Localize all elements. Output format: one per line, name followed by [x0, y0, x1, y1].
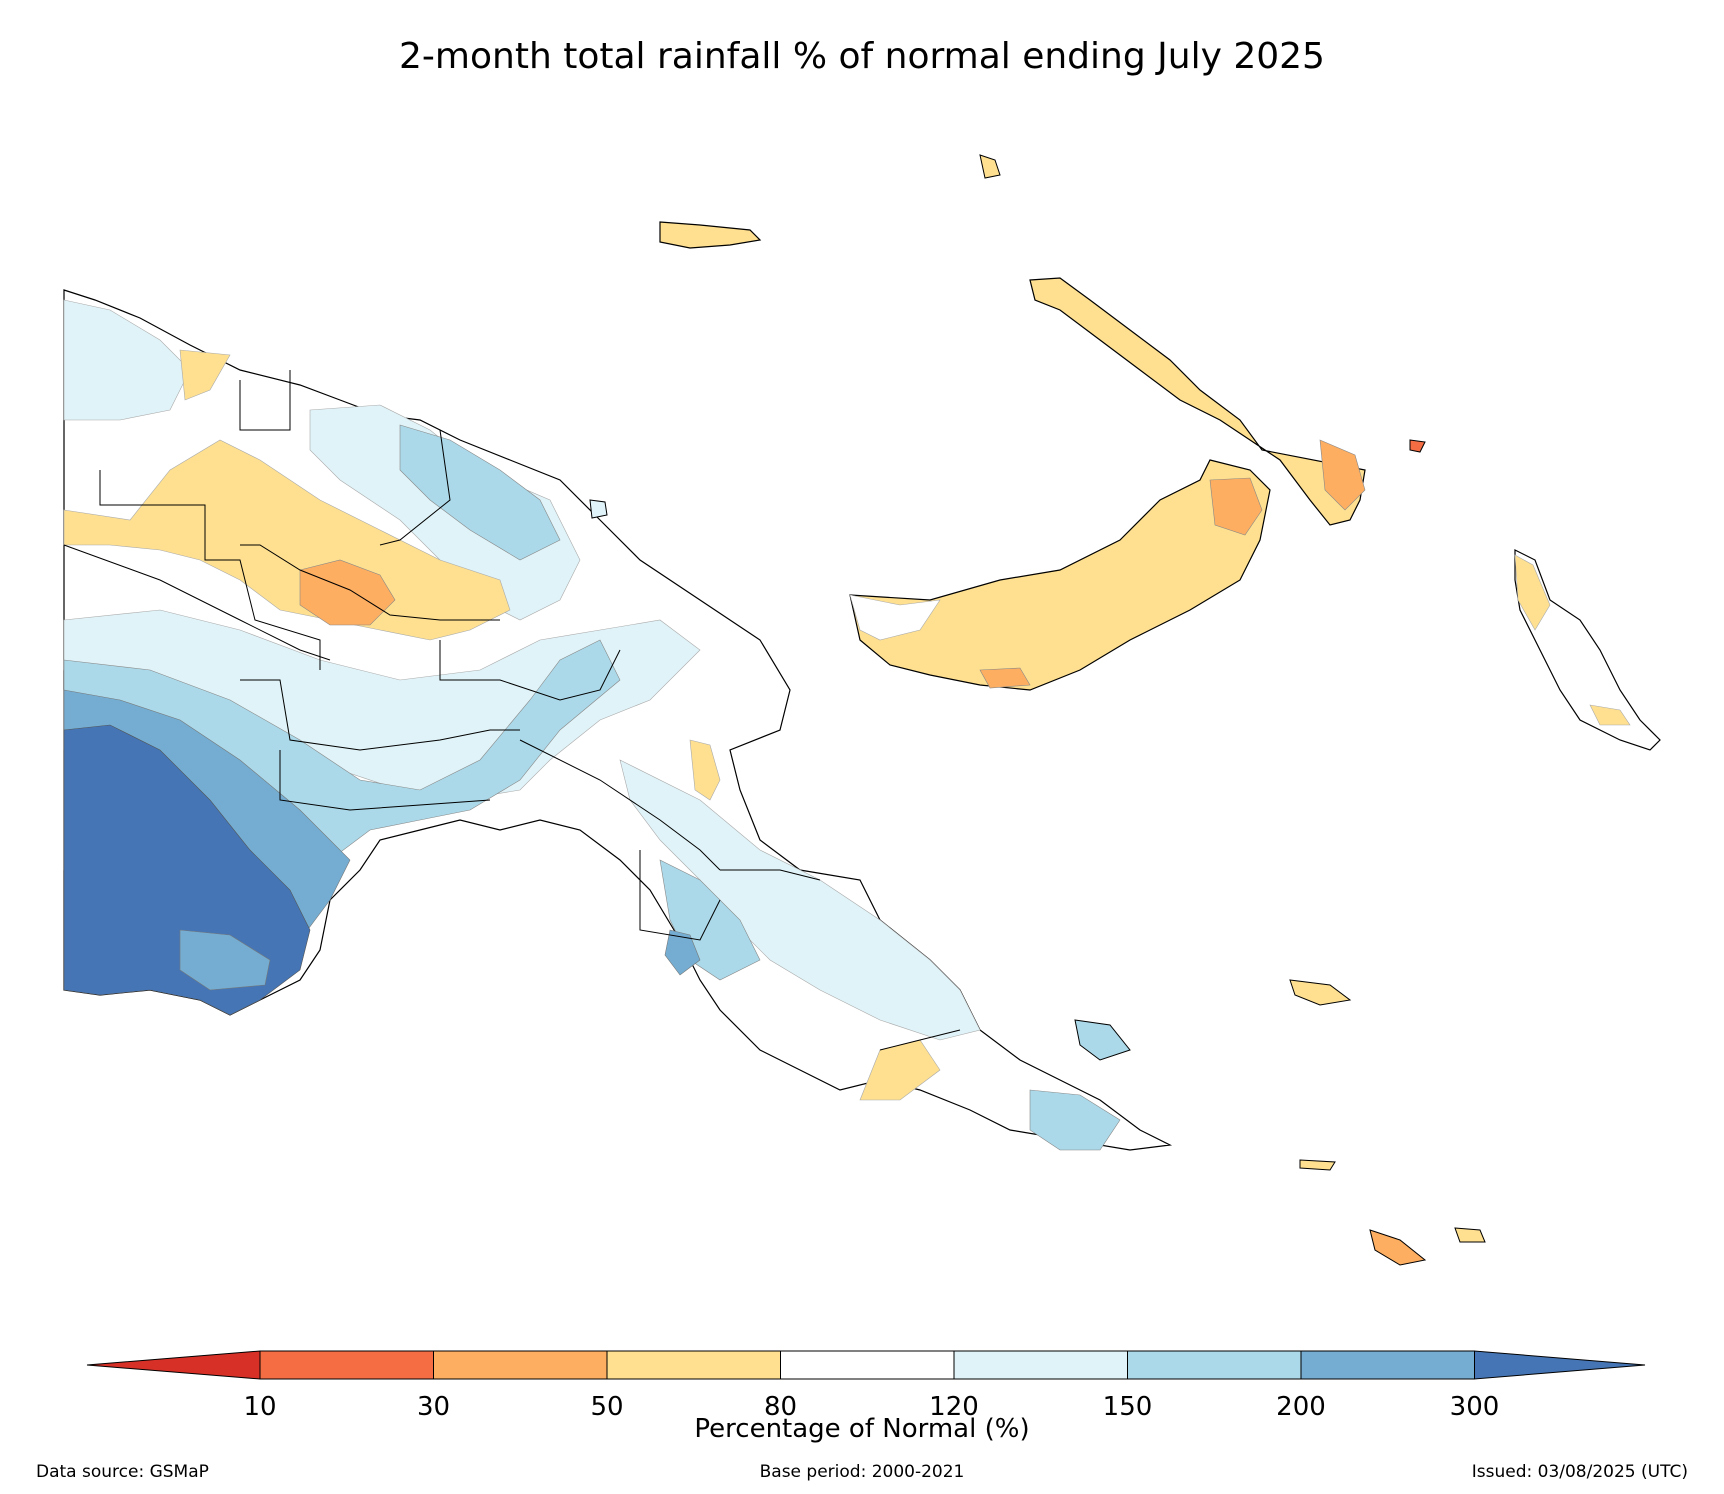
- data-source-text: Data source: GSMaP: [36, 1462, 209, 1482]
- area-200-300-papuan-tail: [664, 929, 701, 976]
- area-150-200-sepik: [399, 424, 561, 561]
- map-title: 2-month total rainfall % of normal endin…: [399, 36, 1325, 77]
- province-borders: [63, 370, 961, 1051]
- small-island-east: [1409, 439, 1426, 453]
- colorbar-tick-label: 30: [416, 1392, 451, 1422]
- area-50-80-northwest: [179, 349, 231, 401]
- area-150-200-milne-bay: [1029, 1089, 1121, 1151]
- new-ireland-outline: [1029, 277, 1366, 526]
- milne-island-1: [1074, 1019, 1131, 1061]
- colorbar-tick-label: 50: [590, 1392, 624, 1422]
- colorbar-tick-label: 150: [1102, 1392, 1153, 1422]
- area-120-150-papuan-tail: [619, 759, 981, 1041]
- new-britain-white: [849, 594, 941, 641]
- colorbar-tick-label: 120: [929, 1392, 979, 1422]
- area-50-80-bougainville-north: [1514, 554, 1551, 631]
- colorbar-tick-label: 80: [763, 1392, 798, 1422]
- area-300-plus-southwest: [63, 724, 311, 1016]
- area-200-300-fly-delta: [179, 929, 271, 991]
- colorbar-label: Percentage of Normal (%): [694, 1414, 1030, 1444]
- colorbar-tick-label: 10: [243, 1392, 277, 1422]
- area-30-50-highlands: [299, 559, 396, 626]
- area-120-150-west: [63, 299, 191, 421]
- area-30-50-new-britain-south: [979, 667, 1031, 689]
- milne-island-2: [1289, 979, 1352, 1006]
- area-50-80-highlands: [63, 439, 511, 641]
- colorbar-tick-label: 200: [1276, 1392, 1326, 1422]
- area-30-50-new-britain-east: [1209, 477, 1263, 536]
- issued-date-text: Issued: 03/08/2025 (UTC): [1471, 1462, 1688, 1482]
- base-period-text: Base period: 2000-2021: [759, 1462, 965, 1482]
- area-50-80-bougainville-south: [1589, 704, 1631, 726]
- milne-island-3: [1369, 1229, 1427, 1266]
- area-30-50-new-ireland: [1319, 439, 1366, 511]
- bougainville-outline: [1514, 549, 1661, 751]
- new-britain-outline: [849, 459, 1271, 691]
- rainfall-map: [63, 154, 1661, 1266]
- small-island-north: [979, 154, 1001, 179]
- milne-island-5: [1299, 1159, 1336, 1171]
- karkar-island: [589, 499, 608, 519]
- area-50-80-north-coast: [689, 739, 721, 801]
- manus-outline: [659, 221, 762, 249]
- colorbar-tick-label: 300: [1449, 1392, 1500, 1422]
- milne-island-4: [1454, 1227, 1486, 1243]
